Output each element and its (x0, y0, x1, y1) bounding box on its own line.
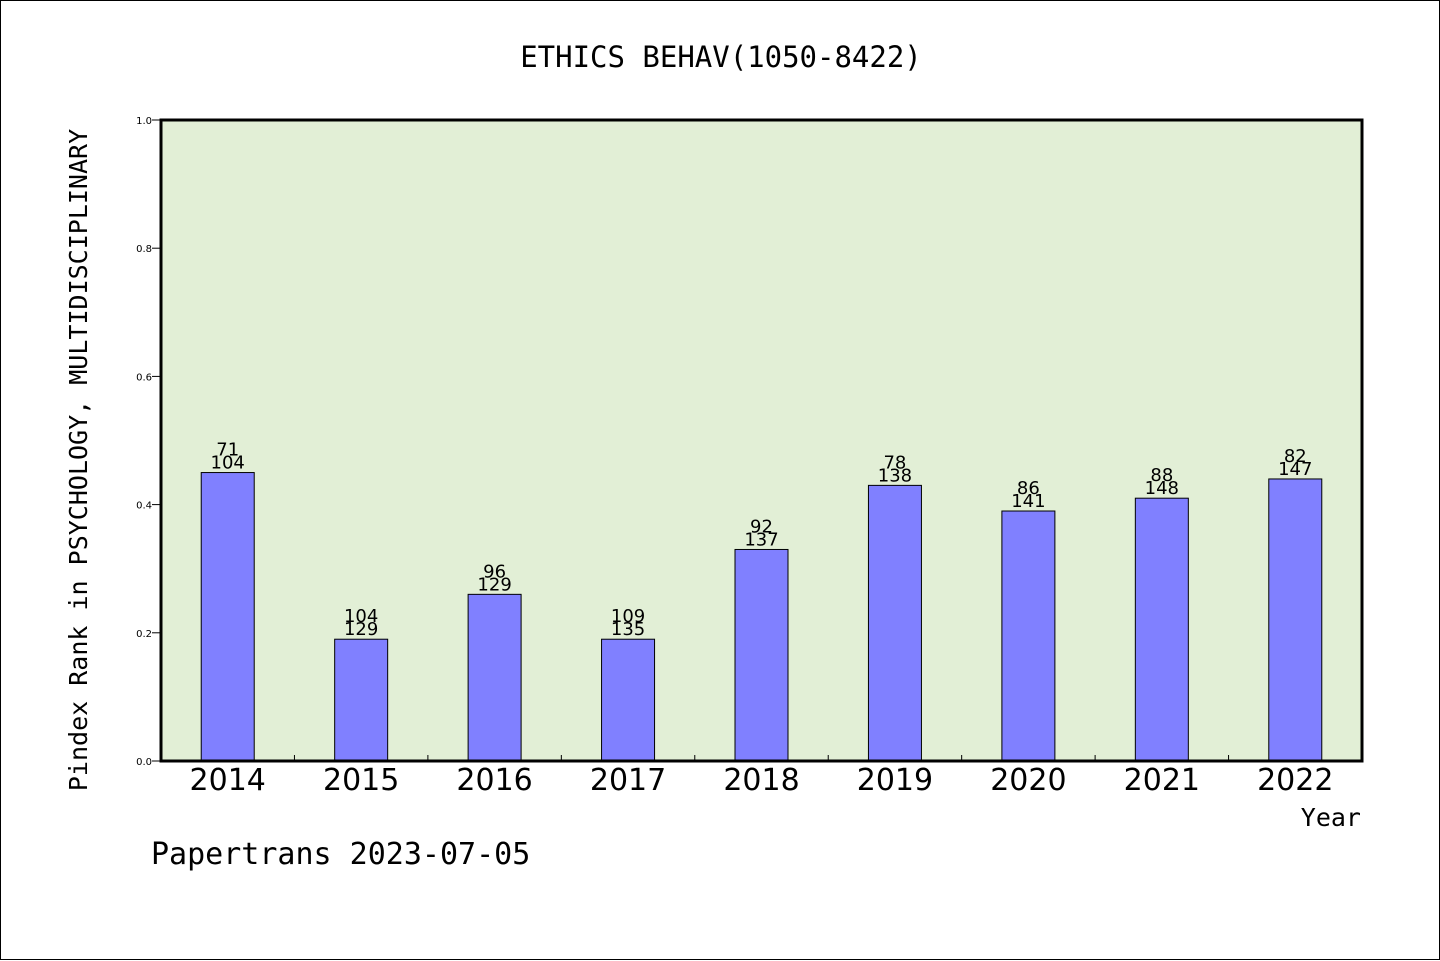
chart-title: ETHICS BEHAV(1050-8422) (520, 40, 922, 74)
bar-label-bottom: 141 (1011, 491, 1045, 512)
bar-label-top: 104 (344, 606, 378, 627)
bar (1134, 497, 1189, 762)
bar-label-top: 109 (611, 606, 645, 627)
y-tick-label: 0.0 (136, 757, 152, 768)
bar-label-bottom: 129 (477, 574, 511, 595)
bar-label-bottom: 148 (1145, 478, 1179, 499)
y-tick-label: 1.0 (136, 116, 152, 127)
x-axis-ticks: 2014 2015 2016 2017 2018 2019 2020 2021 2022 (190, 755, 1333, 798)
bars-layer: 7110410412996129109135921377813886141881… (200, 440, 1323, 762)
x-tick-label: 2015 (323, 763, 399, 798)
bar-label-bottom: 129 (344, 619, 378, 640)
x-tick-label: 2020 (990, 763, 1066, 798)
bar (334, 638, 389, 762)
bar-label-bottom: 104 (211, 453, 245, 474)
x-tick-label: 2022 (1257, 763, 1333, 798)
bar-label-top: 96 (483, 561, 506, 582)
y-axis-ticks: 0.0 0.2 0.4 0.6 0.8 1.0 (136, 116, 161, 768)
x-tick-label: 2014 (190, 763, 266, 798)
x-tick-label: 2016 (456, 763, 532, 798)
plot-border (159, 118, 1364, 763)
x-tick-label: 2021 (1124, 763, 1200, 798)
bar-label-top: 88 (1150, 465, 1173, 486)
x-tick-label: 2018 (723, 763, 799, 798)
bar (734, 548, 789, 762)
watermark-text: Papertrans 2023-07-05 (151, 837, 530, 872)
bar-label-bottom: 138 (878, 465, 912, 486)
bar-label-bottom: 137 (744, 529, 778, 550)
bar (1268, 478, 1323, 762)
y-tick-label: 0.6 (136, 372, 152, 383)
bar (200, 472, 255, 762)
bar (867, 484, 922, 762)
bar (467, 593, 522, 762)
bar-label-bottom: 135 (611, 619, 645, 640)
bar-label-top: 82 (1284, 446, 1307, 467)
y-axis-label: Pindex Rank in PSYCHOLOGY, MULTIDISCIPLI… (64, 129, 93, 791)
bar-label-top: 86 (1017, 478, 1040, 499)
x-tick-label: 2017 (590, 763, 666, 798)
bar (601, 638, 656, 762)
y-tick-label: 0.8 (136, 244, 152, 255)
x-axis-label: Year (1301, 803, 1361, 832)
x-tick-label: 2019 (857, 763, 933, 798)
y-tick-label: 0.2 (136, 629, 152, 640)
bar-label-top: 92 (750, 516, 773, 537)
bar-label-top: 78 (883, 452, 906, 473)
bar-label-top: 71 (216, 440, 239, 461)
y-tick-label: 0.4 (136, 501, 152, 512)
bar-label-bottom: 147 (1278, 459, 1312, 480)
bar (1001, 510, 1056, 762)
